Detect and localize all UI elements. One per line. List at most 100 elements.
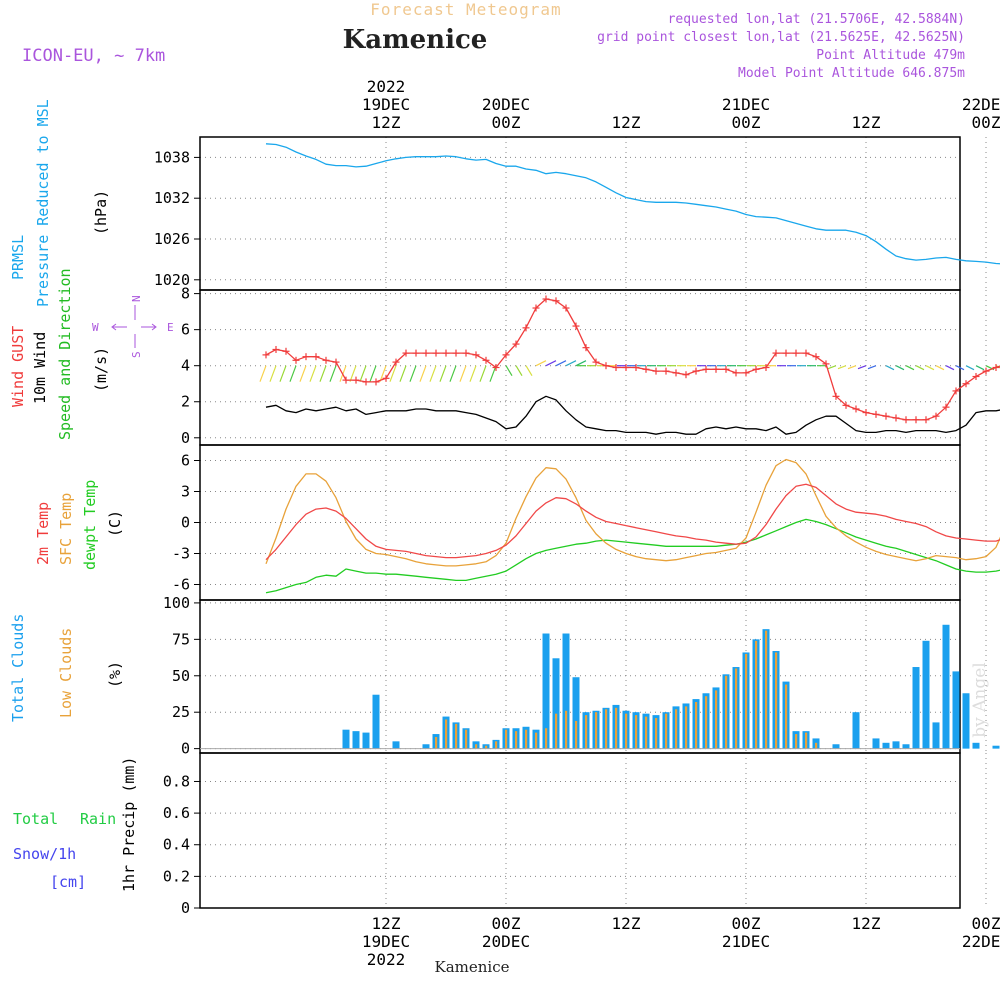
wind-arrow xyxy=(279,365,287,382)
time-tick-label: 12Z xyxy=(612,914,641,933)
y-tick-label: -6 xyxy=(172,576,190,594)
wind-arrow xyxy=(867,365,877,370)
low-clouds-label: Low Clouds xyxy=(57,628,75,718)
wind-arrow xyxy=(319,365,327,382)
total-cloud-bar xyxy=(942,624,950,749)
compass-n: N xyxy=(130,295,143,302)
t2m-label: 2m Temp xyxy=(34,502,52,565)
compass-icon: N S W E xyxy=(92,295,174,358)
panel-frame xyxy=(199,289,961,446)
wind-arrow xyxy=(349,365,357,382)
wind-arrow xyxy=(429,365,437,382)
wind-gust-label: Wind GUST xyxy=(9,326,27,407)
time-tick-label: 2022 xyxy=(367,950,406,969)
total-cloud-bar xyxy=(902,744,910,749)
time-tick-label: 22DEC xyxy=(962,932,1000,951)
top-time-axis: 202219DEC12Z20DEC00Z12Z21DEC00Z12Z22DEC0… xyxy=(362,77,1000,132)
low-cloud-bar xyxy=(785,684,788,749)
total-cloud-bar xyxy=(352,731,360,749)
wind-arrow xyxy=(449,365,457,382)
low-cloud-bar xyxy=(485,745,488,749)
gridpoint-coords: grid point closest lon,lat (21.5625E, 42… xyxy=(597,30,965,45)
pressure-label-2: Pressure Reduced to MSL xyxy=(34,99,52,307)
total-cloud-bar xyxy=(992,745,1000,749)
low-cloud-bar xyxy=(495,741,498,749)
place-title: Kamenice xyxy=(343,25,488,55)
total-cloud-bar xyxy=(542,633,550,749)
time-tick-label: 21DEC xyxy=(722,95,770,114)
y-tick-label: 0 xyxy=(181,740,190,758)
low-cloud-bar xyxy=(435,736,438,749)
low-cloud-bar xyxy=(525,729,528,749)
low-cloud-bar xyxy=(705,696,708,749)
wind-arrow xyxy=(925,365,935,371)
requested-coords: requested lon,lat (21.5706E, 42.5884N) xyxy=(668,12,965,27)
y-tick-label: 2 xyxy=(181,393,190,411)
temp-labels: 2m Temp SFC Temp dewpt Temp (C) xyxy=(34,480,124,570)
total-clouds-label: Total Clouds xyxy=(9,614,27,722)
total-cloud-bar xyxy=(552,658,560,749)
y-tick-label: 25 xyxy=(172,703,190,721)
y-tick-label: 6 xyxy=(181,452,190,470)
total-cloud-bar xyxy=(342,729,350,749)
precip-panel: 0 0.2 0.4 0.6 0.8 xyxy=(163,752,987,917)
low-cloud-bar xyxy=(605,709,608,749)
time-tick-label: 00Z xyxy=(732,113,761,132)
y-tick-label: 0.6 xyxy=(163,804,190,822)
wind-arrow xyxy=(885,365,895,371)
low-cloud-bar xyxy=(545,728,548,749)
time-tick-label: 20DEC xyxy=(482,932,530,951)
y-tick-label: 50 xyxy=(172,667,190,685)
total-cloud-bar xyxy=(932,722,940,749)
low-cloud-bar xyxy=(555,713,558,749)
model-altitude: Model Point Altitude 646.875m xyxy=(738,66,965,81)
time-tick-label: 21DEC xyxy=(722,932,770,951)
wind-arrow xyxy=(565,360,577,367)
wind-arrow xyxy=(269,365,277,382)
y-tick-label: 0 xyxy=(181,514,190,532)
panel-frame xyxy=(199,599,961,754)
wind-arrow xyxy=(955,365,965,371)
pressure-panel: 1020 1026 1032 1038 xyxy=(154,136,1000,291)
low-cloud-bar xyxy=(795,734,798,749)
wind-arrow xyxy=(555,360,567,367)
wind-arrow xyxy=(945,365,955,371)
low-cloud-bar xyxy=(465,729,468,749)
low-cloud-bar xyxy=(685,706,688,749)
wind-arrow xyxy=(399,365,407,382)
y-tick-label: 6 xyxy=(181,321,190,339)
cloud-unit: (%) xyxy=(106,661,124,688)
low-cloud-bar xyxy=(615,707,618,749)
low-cloud-bar xyxy=(575,720,578,749)
wind-arrow xyxy=(515,365,523,377)
dewpoint-line xyxy=(265,518,1000,594)
y-tick-label: 0 xyxy=(181,899,190,917)
time-tick-label: 19DEC xyxy=(362,95,410,114)
y-tick-label: 0.8 xyxy=(163,772,190,790)
snow-unit: [cm] xyxy=(50,873,86,891)
low-cloud-bar xyxy=(505,729,508,749)
time-tick-label: 00Z xyxy=(732,914,761,933)
wind-gust-line xyxy=(265,298,1000,421)
low-cloud-bar xyxy=(675,709,678,749)
total-cloud-bar xyxy=(872,738,880,749)
wind-arrow xyxy=(409,365,417,382)
low-cloud-bar xyxy=(765,630,768,749)
wind-arrow xyxy=(935,365,945,371)
wind-dir-label: Speed and Direction xyxy=(56,268,74,440)
time-tick-label: 00Z xyxy=(972,914,1000,933)
wind-10m-line xyxy=(265,395,1000,435)
precip-labels: Total Rain Snow/1h [cm] 1hr Precip (mm) xyxy=(13,757,138,892)
total-cloud-bar xyxy=(852,712,860,749)
total-cloud-bar xyxy=(572,677,580,749)
time-tick-label: 19DEC xyxy=(362,932,410,951)
compass-w: W xyxy=(92,321,99,334)
wind-arrow xyxy=(389,365,397,382)
low-cloud-bar xyxy=(515,731,518,749)
time-tick-label: 12Z xyxy=(612,113,641,132)
low-cloud-bar xyxy=(715,690,718,749)
wind-unit: (m/s) xyxy=(92,347,110,392)
wind-arrow xyxy=(895,365,905,371)
y-tick-label: 0.4 xyxy=(163,836,190,854)
wind-arrow xyxy=(369,365,377,382)
